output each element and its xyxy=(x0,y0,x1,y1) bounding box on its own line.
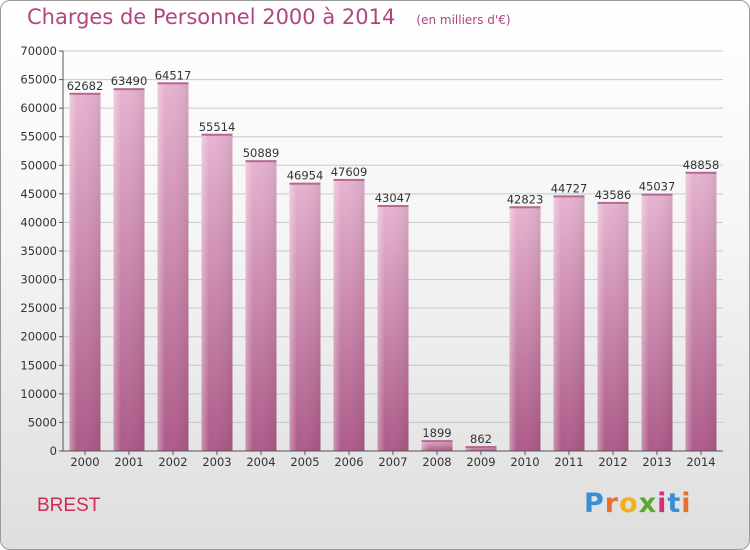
y-tick-label: 20000 xyxy=(20,330,57,344)
x-tick-label: 2014 xyxy=(686,455,715,469)
bar-shading xyxy=(333,178,365,451)
y-tick-label: 70000 xyxy=(20,44,57,58)
logo-letter: x xyxy=(638,488,658,519)
data-label: 55514 xyxy=(199,120,236,134)
y-tick-label: 10000 xyxy=(20,387,57,401)
x-tick-label: 2005 xyxy=(290,455,319,469)
labels: 0 5000 10000 15000 20000 25000 30000 35000 40000… xyxy=(20,44,719,469)
chart-subtitle: (en milliers d'€) xyxy=(416,13,511,27)
y-tick-label: 50000 xyxy=(20,158,57,172)
x-tick-label: 2008 xyxy=(422,455,451,469)
data-label: 63490 xyxy=(111,74,148,88)
bar-top xyxy=(465,446,497,449)
bar-shading xyxy=(201,133,233,451)
bar-shading xyxy=(421,440,453,451)
y-tick-label: 0 xyxy=(50,444,57,458)
bar-top xyxy=(245,160,277,163)
x-tick-label: 2004 xyxy=(246,455,275,469)
bar-shading xyxy=(597,201,629,451)
title-row: Charges de Personnel 2000 à 2014 (en mil… xyxy=(27,5,511,29)
bar-top xyxy=(553,195,585,198)
bar-top xyxy=(685,171,717,174)
bar-top xyxy=(421,440,453,443)
x-tick-label: 2003 xyxy=(202,455,231,469)
bars xyxy=(69,82,717,452)
x-tick-label: 2011 xyxy=(554,455,583,469)
y-tick-label: 5000 xyxy=(28,415,57,429)
chart-title: Charges de Personnel 2000 à 2014 xyxy=(27,5,396,29)
y-tick-label: 40000 xyxy=(20,215,57,229)
bar-top xyxy=(597,201,629,204)
data-label: 43586 xyxy=(595,188,632,202)
bar-top xyxy=(69,92,101,95)
y-tick-label: 45000 xyxy=(20,187,57,201)
logo-letter: i xyxy=(681,488,692,519)
bar-shading xyxy=(377,205,409,451)
commune-name: BREST xyxy=(37,495,101,516)
x-tick-label: 2002 xyxy=(158,455,187,469)
data-label: 50889 xyxy=(243,146,280,160)
y-tick-label: 15000 xyxy=(20,358,57,372)
logo-letter: t xyxy=(667,488,682,519)
data-label: 1899 xyxy=(422,426,451,440)
bar-shading xyxy=(509,206,541,451)
x-tick-label: 2009 xyxy=(466,455,495,469)
bar-shading xyxy=(465,446,497,451)
data-label: 48858 xyxy=(683,158,720,172)
axes xyxy=(59,50,723,455)
bar-top xyxy=(333,178,365,181)
x-tick-label: 2000 xyxy=(70,455,99,469)
y-tick-label: 25000 xyxy=(20,301,57,315)
logo-letter: r xyxy=(604,488,620,519)
bar-top xyxy=(157,82,189,85)
x-tick-label: 2007 xyxy=(378,455,407,469)
data-label: 46954 xyxy=(287,169,324,183)
data-label: 44727 xyxy=(551,181,588,195)
x-tick-label: 2006 xyxy=(334,455,363,469)
y-tick-label: 35000 xyxy=(20,244,57,258)
bar-shading xyxy=(553,195,585,451)
x-tick-label: 2010 xyxy=(510,455,539,469)
bar-shading xyxy=(245,160,277,451)
data-label: 862 xyxy=(470,432,492,446)
bar-shading xyxy=(157,82,189,452)
bar-shading xyxy=(685,171,717,451)
bar-shading xyxy=(289,182,321,452)
data-label: 45037 xyxy=(639,180,676,194)
bar-shading xyxy=(641,193,673,451)
bar-top xyxy=(289,182,321,185)
data-label: 43047 xyxy=(375,191,412,205)
x-tick-label: 2001 xyxy=(114,455,143,469)
bar-top xyxy=(641,193,673,196)
y-tick-label: 65000 xyxy=(20,73,57,87)
x-tick-label: 2013 xyxy=(642,455,671,469)
bar-top xyxy=(377,205,409,208)
data-label: 42823 xyxy=(507,192,544,206)
logo-letter: P xyxy=(584,488,605,519)
bar-shading xyxy=(113,88,145,451)
data-label: 47609 xyxy=(331,165,368,179)
logo-letter: i xyxy=(657,488,668,519)
data-label: 62682 xyxy=(67,79,104,93)
x-tick-label: 2012 xyxy=(598,455,627,469)
bar-shading xyxy=(69,92,101,452)
bar-top xyxy=(509,206,541,209)
proxiti-logo[interactable]: Proxiti xyxy=(584,488,692,519)
y-tick-label: 30000 xyxy=(20,273,57,287)
y-tick-label: 60000 xyxy=(20,101,57,115)
y-tick-label: 55000 xyxy=(20,130,57,144)
data-label: 64517 xyxy=(155,68,192,82)
bar-top xyxy=(201,133,233,136)
bar-top xyxy=(113,88,145,91)
logo-letter: o xyxy=(619,488,639,519)
